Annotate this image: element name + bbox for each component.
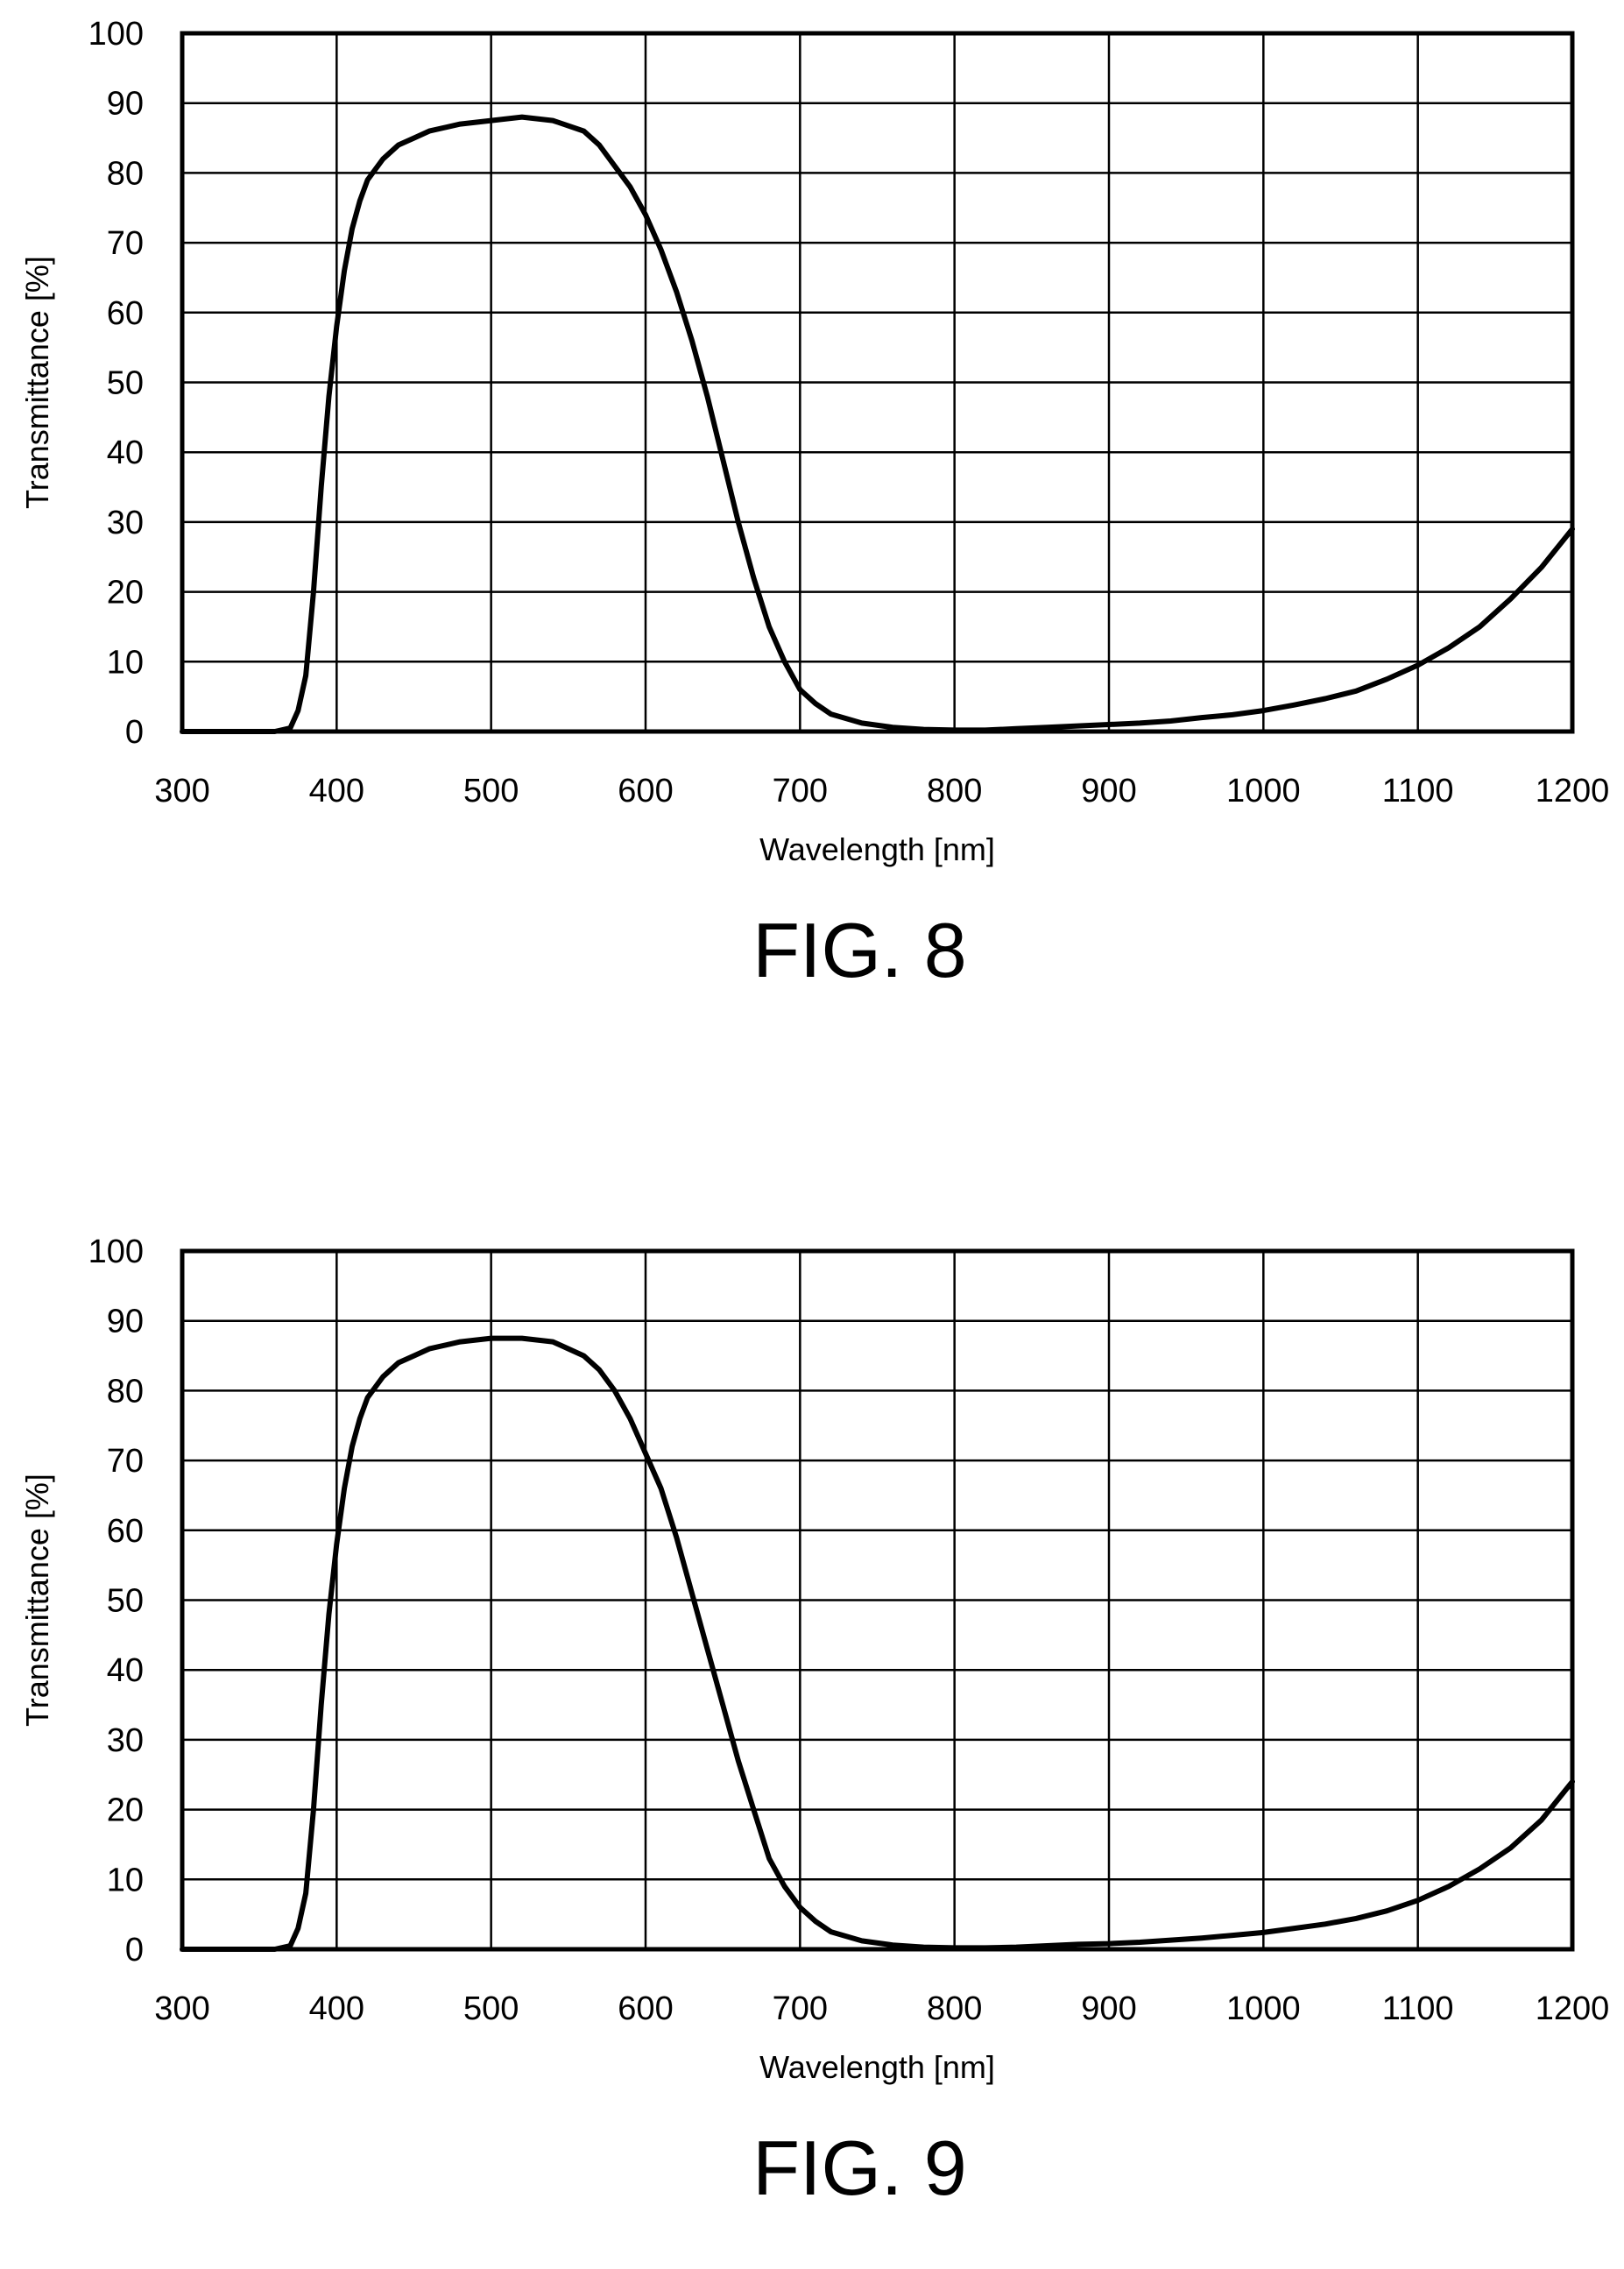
figure-caption: FIG. 8 bbox=[752, 907, 967, 993]
x-tick-label: 600 bbox=[618, 1990, 673, 2027]
x-tick-label: 1000 bbox=[1226, 773, 1301, 809]
y-tick-label: 90 bbox=[107, 86, 144, 123]
x-tick-label: 400 bbox=[309, 1990, 364, 2027]
x-tick-label: 500 bbox=[463, 1990, 519, 2027]
y-tick-label: 40 bbox=[107, 435, 144, 471]
y-tick-label: 50 bbox=[107, 1583, 144, 1620]
x-tick-label: 800 bbox=[927, 1990, 982, 2027]
x-tick-label: 700 bbox=[773, 773, 828, 809]
chart-fig-9: 0 10 20 30 40 50 60 70 80 90 100 300 400 500 600 700 800… bbox=[19, 1233, 1610, 2211]
y-tick-label: 40 bbox=[107, 1652, 144, 1689]
x-tick-label: 1100 bbox=[1382, 773, 1454, 809]
x-tick-label: 1200 bbox=[1536, 1990, 1610, 2027]
y-tick-label: 70 bbox=[107, 225, 144, 262]
y-tick-label: 10 bbox=[107, 644, 144, 681]
x-tick-label: 900 bbox=[1081, 773, 1136, 809]
y-tick-label: 0 bbox=[125, 714, 144, 751]
x-tick-label: 600 bbox=[618, 773, 673, 809]
y-tick-label: 0 bbox=[125, 1932, 144, 1969]
x-tick-label: 800 bbox=[927, 773, 982, 809]
y-tick-label: 100 bbox=[88, 16, 144, 53]
chart-fig-8: 0 10 20 30 40 50 60 70 80 90 100 300 400 500 600 700 800… bbox=[19, 16, 1610, 993]
x-tick-label: 700 bbox=[773, 1990, 828, 2027]
x-tick-label: 500 bbox=[463, 773, 519, 809]
y-tick-label: 80 bbox=[107, 1373, 144, 1410]
x-tick-label: 300 bbox=[154, 1990, 209, 2027]
plot-frame bbox=[180, 31, 1575, 734]
transmittance-line bbox=[180, 1335, 1575, 1952]
x-tick-label: 1100 bbox=[1382, 1990, 1454, 2027]
y-tick-label: 90 bbox=[107, 1304, 144, 1340]
y-tick-label: 30 bbox=[107, 505, 144, 541]
transmittance-line bbox=[180, 114, 1575, 734]
x-axis-title: Wavelength [nm] bbox=[759, 831, 995, 867]
x-tick-label: 1000 bbox=[1226, 1990, 1301, 2027]
y-tick-label: 80 bbox=[107, 155, 144, 192]
y-tick-label: 60 bbox=[107, 295, 144, 332]
y-tick-label: 10 bbox=[107, 1862, 144, 1898]
y-tick-label: 30 bbox=[107, 1722, 144, 1759]
x-tick-label: 400 bbox=[309, 773, 364, 809]
y-tick-label: 100 bbox=[88, 1233, 144, 1270]
x-tick-label: 300 bbox=[154, 773, 209, 809]
x-axis-title: Wavelength [nm] bbox=[759, 2049, 995, 2085]
figure-8: 0 10 20 30 40 50 60 70 80 90 100 300 400 500 600 700 800… bbox=[0, 0, 1624, 1051]
y-tick-label: 70 bbox=[107, 1443, 144, 1480]
figure-9: 0 10 20 30 40 50 60 70 80 90 100 300 400 500 600 700 800… bbox=[0, 1218, 1624, 2269]
plot-frame bbox=[180, 1248, 1575, 1952]
y-axis-title: Transmittance [%] bbox=[19, 1474, 55, 1727]
y-axis-title: Transmittance [%] bbox=[19, 256, 55, 509]
x-tick-label: 1200 bbox=[1536, 773, 1610, 809]
y-tick-label: 20 bbox=[107, 575, 144, 611]
x-tick-label: 900 bbox=[1081, 1990, 1136, 2027]
y-tick-label: 50 bbox=[107, 365, 144, 402]
y-tick-label: 60 bbox=[107, 1513, 144, 1550]
figure-caption: FIG. 9 bbox=[752, 2124, 967, 2211]
y-tick-label: 20 bbox=[107, 1792, 144, 1829]
